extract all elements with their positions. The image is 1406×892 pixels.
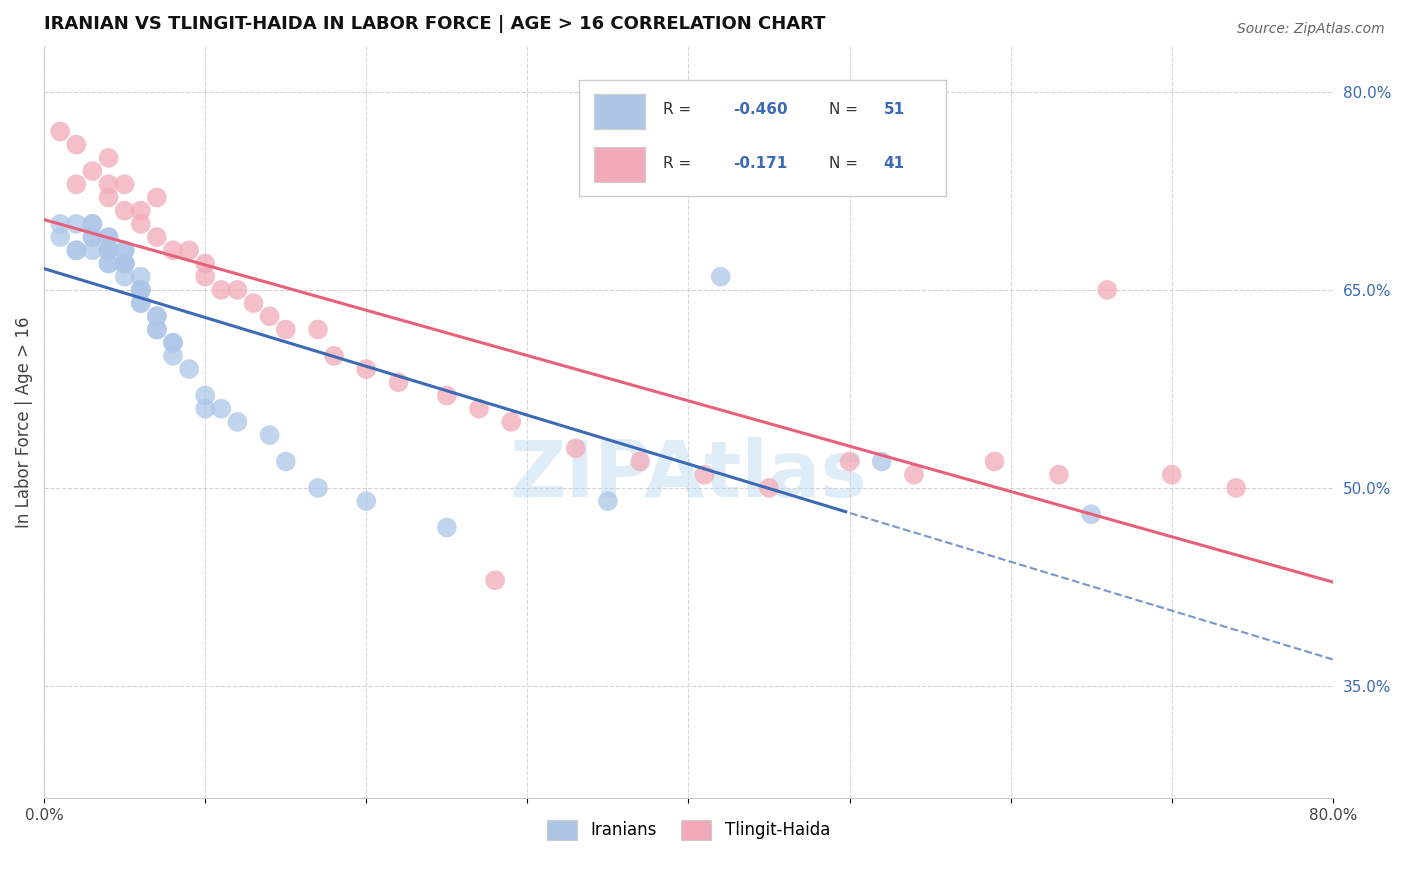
Point [162, 335, 184, 350]
Point [162, 349, 184, 363]
Point [97, 151, 120, 165]
Point [436, 388, 458, 402]
Point [209, 283, 232, 297]
Point [97, 178, 120, 192]
Point [82, 230, 104, 244]
Point [226, 283, 249, 297]
Point [162, 335, 184, 350]
Point [65, 244, 87, 258]
Point [49, 124, 72, 138]
Point [209, 401, 232, 416]
Point [259, 310, 281, 324]
Text: Source: ZipAtlas.com: Source: ZipAtlas.com [1237, 22, 1385, 37]
Point [82, 217, 104, 231]
Point [129, 296, 152, 310]
Point [983, 454, 1005, 468]
Point [323, 349, 346, 363]
Point [114, 256, 136, 270]
Point [501, 415, 523, 429]
Point [194, 401, 217, 416]
Point [1160, 467, 1182, 482]
Point [226, 415, 249, 429]
Point [97, 244, 120, 258]
Point [129, 283, 152, 297]
Point [838, 454, 860, 468]
Point [146, 190, 169, 204]
Point [129, 203, 152, 218]
Point [129, 283, 152, 297]
Point [49, 217, 72, 231]
Point [307, 322, 329, 336]
Point [65, 178, 87, 192]
Point [114, 244, 136, 258]
Point [114, 203, 136, 218]
Point [97, 256, 120, 270]
Point [1225, 481, 1247, 495]
Point [596, 494, 619, 508]
Point [97, 244, 120, 258]
Point [114, 256, 136, 270]
Point [82, 217, 104, 231]
Point [758, 481, 780, 495]
Point [97, 190, 120, 204]
Point [82, 230, 104, 244]
Point [82, 244, 104, 258]
Point [710, 269, 733, 284]
Point [693, 467, 716, 482]
Point [146, 322, 169, 336]
Point [436, 520, 458, 534]
Point [146, 230, 169, 244]
Point [114, 269, 136, 284]
Point [242, 296, 264, 310]
Point [484, 574, 506, 588]
Point [274, 322, 297, 336]
Point [628, 454, 651, 468]
Point [97, 244, 120, 258]
Point [356, 494, 378, 508]
Point [259, 428, 281, 442]
Point [114, 178, 136, 192]
Point [146, 310, 169, 324]
Point [903, 467, 925, 482]
Point [97, 230, 120, 244]
Point [129, 269, 152, 284]
Text: IRANIAN VS TLINGIT-HAIDA IN LABOR FORCE | AGE > 16 CORRELATION CHART: IRANIAN VS TLINGIT-HAIDA IN LABOR FORCE … [44, 15, 825, 33]
Point [97, 230, 120, 244]
Legend: Iranians, Tlingit-Haida: Iranians, Tlingit-Haida [540, 814, 837, 847]
Point [162, 244, 184, 258]
Point [564, 442, 586, 456]
Point [146, 310, 169, 324]
Point [468, 401, 491, 416]
Point [129, 283, 152, 297]
Point [870, 454, 893, 468]
Point [274, 454, 297, 468]
Point [194, 269, 217, 284]
Y-axis label: In Labor Force | Age > 16: In Labor Force | Age > 16 [15, 316, 32, 528]
Point [387, 376, 409, 390]
Point [307, 481, 329, 495]
Point [114, 256, 136, 270]
Point [129, 296, 152, 310]
Point [146, 322, 169, 336]
Point [65, 244, 87, 258]
Point [194, 388, 217, 402]
Point [65, 217, 87, 231]
Point [177, 244, 200, 258]
Point [114, 244, 136, 258]
Point [65, 137, 87, 152]
Point [177, 362, 200, 376]
Point [97, 256, 120, 270]
Point [194, 256, 217, 270]
Point [356, 362, 378, 376]
Point [1047, 467, 1070, 482]
Point [82, 164, 104, 178]
Point [114, 256, 136, 270]
Point [129, 217, 152, 231]
Point [1097, 283, 1119, 297]
Text: ZIPAtlas: ZIPAtlas [509, 436, 868, 513]
Point [49, 230, 72, 244]
Point [1080, 508, 1102, 522]
